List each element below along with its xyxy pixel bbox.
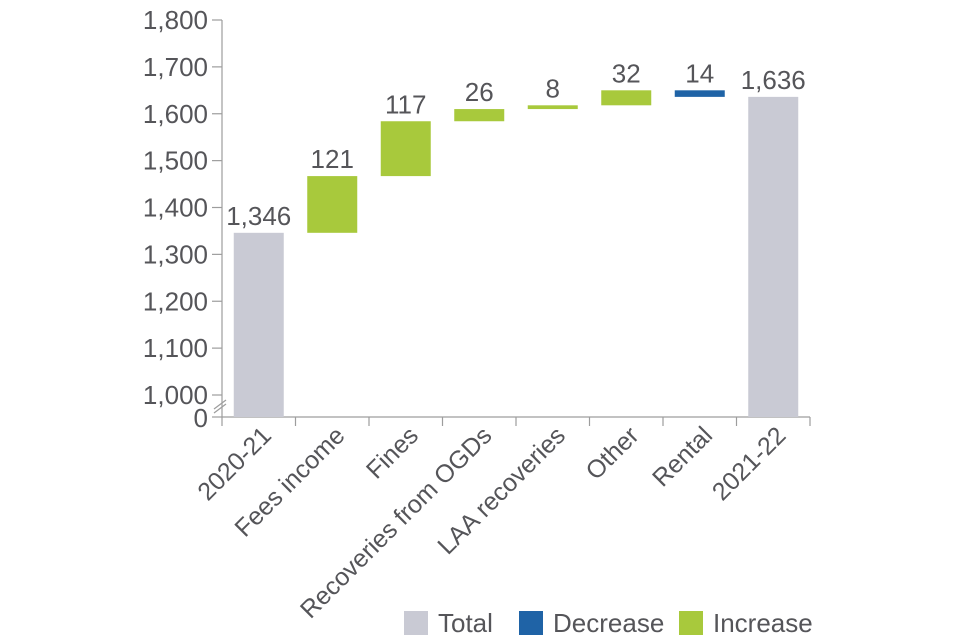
y-tick-label: 1,600 [143,99,208,129]
bar-increase [601,90,652,106]
bar-value-label: 8 [546,73,560,103]
legend-swatch-total [404,611,428,635]
x-category-label: Other [580,421,644,485]
y-tick-label: 1,500 [143,146,208,176]
x-category-label: 2021-22 [707,421,792,506]
bar-increase [307,176,358,233]
x-category-label: Fines [361,421,424,484]
x-category-label: Rental [647,421,718,492]
bar-value-label: 1,346 [226,201,291,231]
y-tick-label: 1,300 [143,239,208,269]
legend-swatch-decrease [519,611,543,635]
bar-total [748,96,799,417]
bar-value-label: 26 [465,77,494,107]
y-tick-label: 1,200 [143,286,208,316]
axis-break-mark [213,399,227,410]
y-zero-label: 0 [194,403,208,433]
bar-total [233,232,284,417]
bar-decrease [674,90,725,97]
y-tick-label: 1,700 [143,52,208,82]
x-category-label: LAA recoveries [432,421,571,560]
bar-value-label: 1,636 [741,65,806,95]
bar-increase [527,105,578,110]
bar-value-label: 32 [612,58,641,88]
bar-value-label: 121 [311,144,354,174]
bar-increase [454,109,505,122]
y-tick-label: 1,800 [143,5,208,35]
legend-label: Decrease [553,608,664,638]
legend-label: Increase [713,608,813,638]
bar-value-label: 14 [685,58,714,88]
bar-value-label: 117 [385,89,426,119]
y-tick-label: 1,000 [143,380,208,410]
y-tick-label: 1,100 [143,333,208,363]
legend-label: Total [438,608,493,638]
legend-swatch-increase [679,611,703,635]
y-tick-label: 1,400 [143,193,208,223]
axis-break-mark [213,403,227,414]
bar-increase [380,121,431,177]
